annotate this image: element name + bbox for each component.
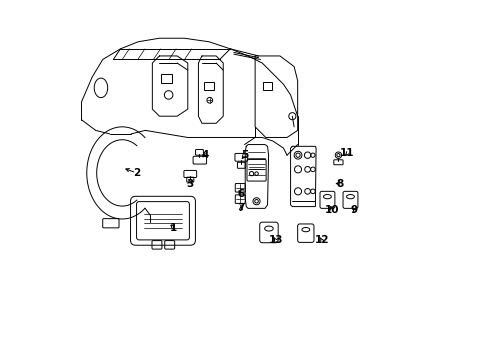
Text: 11: 11 [339,148,354,158]
Text: 12: 12 [314,235,328,245]
Text: 4: 4 [202,150,209,160]
Text: 10: 10 [325,205,339,215]
Text: 13: 13 [268,235,283,245]
Text: 3: 3 [185,179,193,189]
Text: 9: 9 [350,205,357,215]
Text: 8: 8 [336,179,343,189]
Text: 7: 7 [237,203,244,213]
Text: 5: 5 [241,150,247,160]
Text: 2: 2 [133,168,140,178]
Text: 6: 6 [237,189,244,199]
Text: 1: 1 [170,223,177,233]
